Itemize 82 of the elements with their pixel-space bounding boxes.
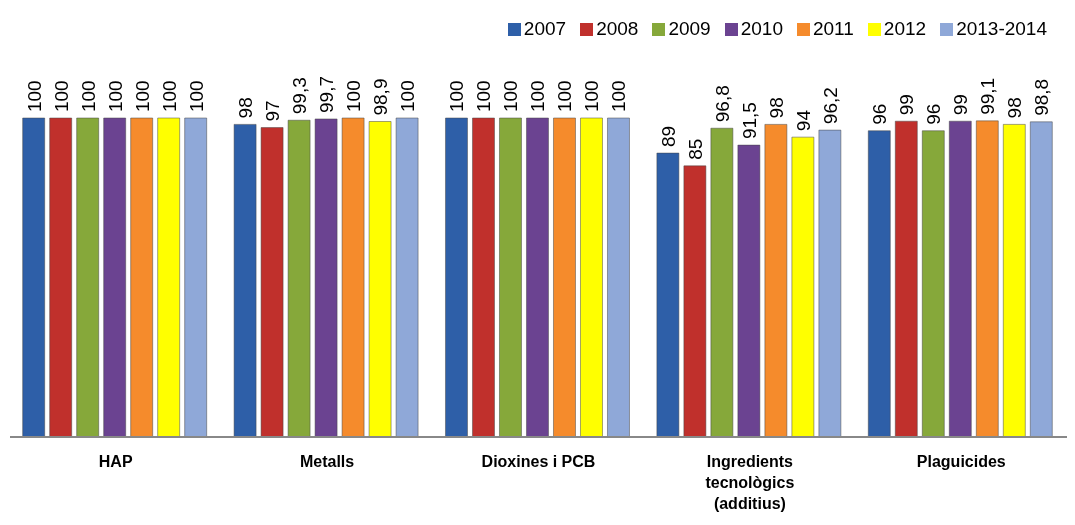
- data-label: 89: [657, 125, 679, 148]
- bar: [472, 117, 495, 438]
- x-tick-label: Metalls: [299, 453, 355, 470]
- bar: [314, 118, 338, 438]
- data-label: 100: [446, 80, 468, 112]
- bar: [184, 117, 207, 438]
- bar: [607, 117, 630, 438]
- bar: [683, 165, 707, 438]
- x-tick-label: Plaguicides: [916, 453, 1006, 470]
- data-label: 91,5: [738, 102, 760, 140]
- x-tick-label: HAP: [98, 453, 133, 470]
- bar: [526, 117, 549, 438]
- data-label: 100: [158, 80, 180, 112]
- data-label: 100: [185, 80, 207, 112]
- data-label: 99,7: [316, 75, 338, 113]
- data-label: 100: [131, 80, 153, 112]
- bar: [49, 117, 72, 438]
- bar: [818, 129, 842, 438]
- bar: [499, 117, 522, 438]
- data-label: 98,8: [1031, 78, 1053, 116]
- data-label: 97: [262, 100, 284, 122]
- data-label: 99,3: [289, 77, 311, 115]
- data-label: 100: [554, 80, 576, 112]
- bar: [1003, 124, 1026, 438]
- bar: [949, 120, 972, 438]
- data-label: 96,2: [819, 87, 841, 125]
- legend-label: 2011: [812, 18, 854, 40]
- data-label: 100: [581, 80, 603, 112]
- bar: [287, 119, 311, 438]
- data-label: 99: [950, 94, 972, 116]
- bar: [368, 121, 392, 438]
- data-label: 100: [77, 80, 99, 112]
- bar: [103, 117, 126, 438]
- bar: [976, 120, 999, 438]
- bar: [341, 117, 365, 438]
- data-label: 98: [1004, 97, 1026, 119]
- bar: [737, 144, 761, 438]
- bar: [895, 120, 918, 438]
- data-label: 100: [608, 80, 630, 112]
- bar: [580, 117, 603, 438]
- bar: [395, 117, 419, 438]
- legend-label: 2009: [667, 18, 711, 40]
- bar: [553, 117, 576, 438]
- data-label: 100: [397, 80, 419, 112]
- data-label: 100: [23, 80, 45, 112]
- legend-label: 2008: [595, 18, 639, 40]
- data-label: 96: [869, 103, 891, 125]
- bar: [22, 117, 45, 438]
- data-label: 100: [527, 80, 549, 112]
- x-tick-label: Dioxines i PCB: [481, 453, 596, 470]
- data-label: 100: [104, 80, 126, 112]
- bar: [157, 117, 180, 438]
- data-label: 98,9: [370, 78, 392, 116]
- data-label: 100: [343, 80, 365, 112]
- data-label: 99: [896, 94, 918, 116]
- data-label: 100: [50, 80, 72, 112]
- bar: [710, 127, 734, 438]
- bar: [76, 117, 99, 438]
- legend-label: 2010: [739, 18, 783, 40]
- bar: [1030, 121, 1053, 438]
- bar: [791, 136, 815, 438]
- data-label: 94: [792, 109, 814, 132]
- bar: [233, 124, 257, 438]
- data-label: 98: [765, 97, 787, 119]
- data-label: 100: [500, 80, 522, 112]
- data-label: 96,8: [711, 85, 733, 123]
- legend-label: 2007: [522, 18, 567, 40]
- data-label: 99,1: [977, 77, 999, 115]
- bar: [656, 152, 680, 438]
- legend-label: 2013-2014: [955, 18, 1047, 40]
- data-label: 85: [684, 138, 706, 160]
- legend-label: 2012: [882, 18, 927, 40]
- data-label: 100: [473, 80, 495, 112]
- bar: [260, 127, 284, 438]
- bar: [922, 130, 945, 438]
- data-label: 98: [235, 97, 257, 119]
- bar: [764, 124, 788, 438]
- data-label: 96: [923, 103, 945, 125]
- x-tick-label: Ingredients tecnològics (additius): [705, 453, 795, 512]
- bar: [445, 117, 468, 438]
- bar: [130, 117, 153, 438]
- bar: [868, 130, 891, 438]
